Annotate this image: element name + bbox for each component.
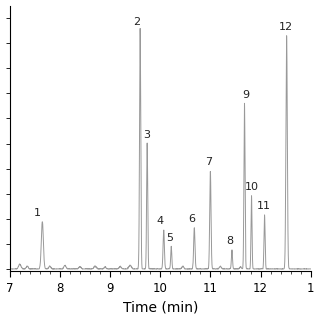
Text: 3: 3 <box>143 130 150 140</box>
Text: 7: 7 <box>205 157 212 167</box>
Text: 10: 10 <box>245 182 259 192</box>
Text: 12: 12 <box>278 22 293 32</box>
Text: 6: 6 <box>188 214 195 224</box>
Text: 4: 4 <box>157 216 164 226</box>
Text: 11: 11 <box>257 201 271 211</box>
Text: 8: 8 <box>226 236 234 246</box>
Text: 9: 9 <box>242 90 249 100</box>
Text: 1: 1 <box>34 208 41 218</box>
X-axis label: Time (min): Time (min) <box>123 300 198 315</box>
Text: 2: 2 <box>133 17 140 27</box>
Text: 5: 5 <box>166 233 173 243</box>
